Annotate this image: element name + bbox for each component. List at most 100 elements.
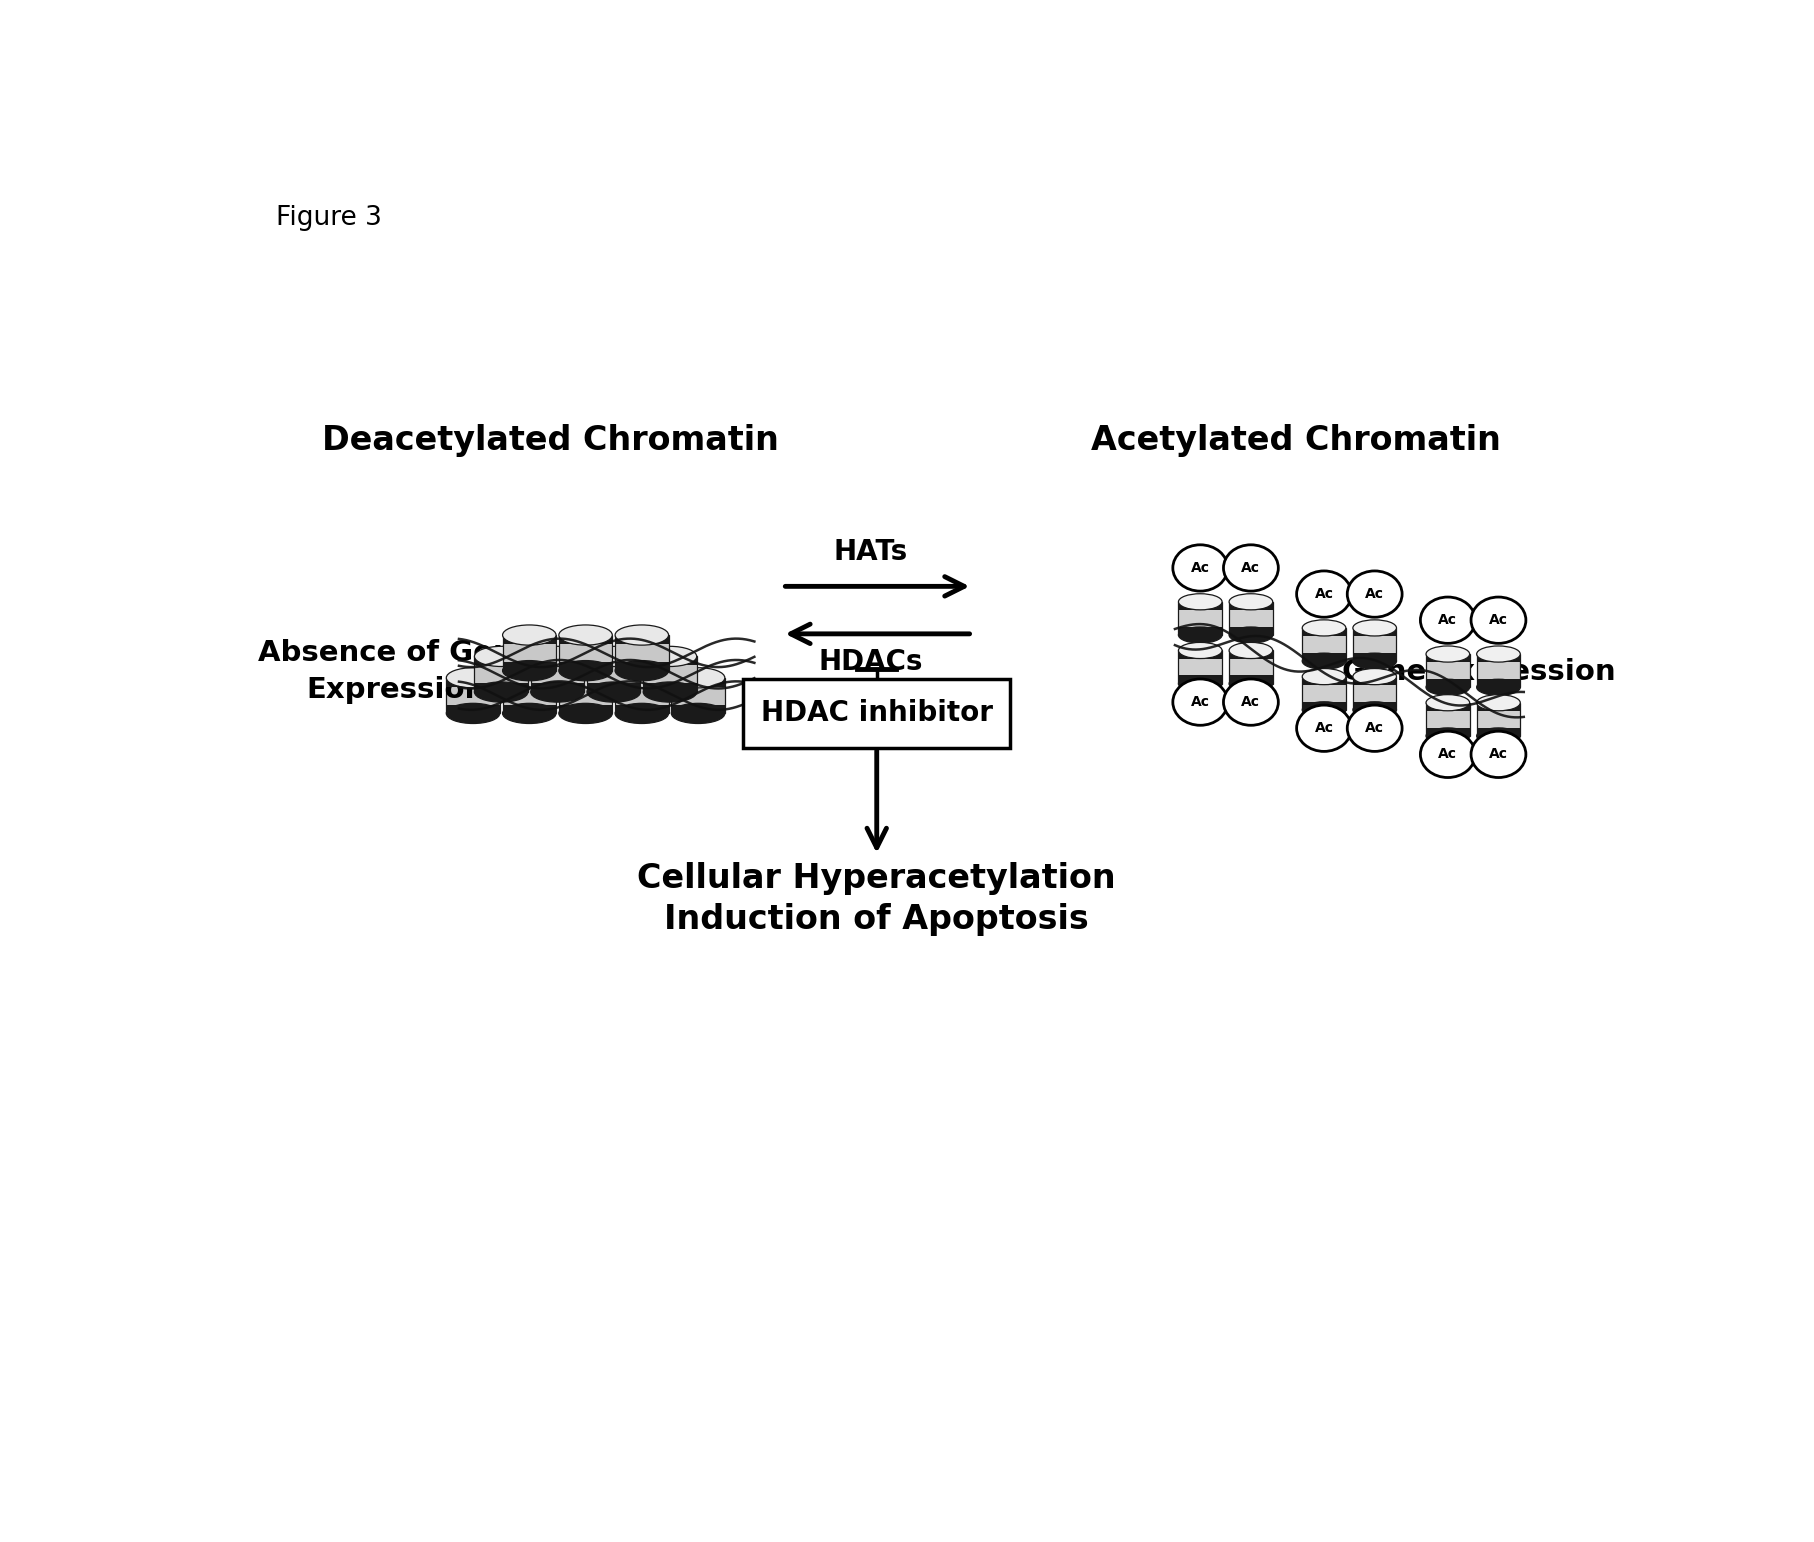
Polygon shape bbox=[1351, 702, 1395, 709]
Text: Ac: Ac bbox=[1487, 614, 1507, 628]
Polygon shape bbox=[530, 657, 584, 692]
Circle shape bbox=[1295, 705, 1351, 751]
Polygon shape bbox=[1177, 675, 1221, 683]
Circle shape bbox=[1346, 705, 1402, 751]
Ellipse shape bbox=[1426, 646, 1469, 662]
Polygon shape bbox=[615, 662, 668, 671]
Ellipse shape bbox=[1426, 728, 1469, 745]
Text: Absence of Gene
Expression: Absence of Gene Expression bbox=[258, 640, 533, 705]
Ellipse shape bbox=[502, 660, 555, 680]
Text: Ac: Ac bbox=[1437, 748, 1457, 762]
Polygon shape bbox=[1351, 652, 1395, 662]
Ellipse shape bbox=[1477, 728, 1520, 745]
Text: Ac: Ac bbox=[1241, 561, 1259, 575]
Text: Ac: Ac bbox=[1364, 722, 1384, 736]
Polygon shape bbox=[586, 657, 640, 692]
Polygon shape bbox=[615, 705, 668, 714]
Polygon shape bbox=[1426, 654, 1469, 688]
Polygon shape bbox=[446, 678, 499, 686]
Polygon shape bbox=[1426, 703, 1469, 711]
Polygon shape bbox=[1426, 728, 1469, 736]
Polygon shape bbox=[1426, 678, 1469, 688]
Polygon shape bbox=[615, 678, 668, 686]
Ellipse shape bbox=[446, 668, 499, 688]
Polygon shape bbox=[615, 635, 668, 645]
Text: Ac: Ac bbox=[1487, 748, 1507, 762]
Polygon shape bbox=[1477, 703, 1520, 736]
Polygon shape bbox=[1301, 702, 1346, 709]
Ellipse shape bbox=[1228, 628, 1272, 643]
Circle shape bbox=[1223, 678, 1277, 725]
Polygon shape bbox=[473, 657, 528, 665]
Circle shape bbox=[1420, 597, 1475, 643]
Polygon shape bbox=[1477, 654, 1520, 663]
Text: HATs: HATs bbox=[833, 538, 907, 566]
Ellipse shape bbox=[671, 668, 724, 688]
Polygon shape bbox=[559, 662, 611, 671]
FancyBboxPatch shape bbox=[742, 678, 1010, 748]
Polygon shape bbox=[502, 678, 555, 714]
Circle shape bbox=[1420, 731, 1475, 777]
Ellipse shape bbox=[1301, 654, 1346, 669]
Polygon shape bbox=[1301, 677, 1346, 685]
Circle shape bbox=[1172, 544, 1226, 591]
Text: Ac: Ac bbox=[1437, 614, 1457, 628]
Ellipse shape bbox=[1426, 694, 1469, 711]
Circle shape bbox=[1469, 597, 1526, 643]
Ellipse shape bbox=[559, 660, 611, 680]
Polygon shape bbox=[642, 683, 697, 692]
Ellipse shape bbox=[1177, 628, 1221, 643]
Polygon shape bbox=[1351, 677, 1395, 709]
Polygon shape bbox=[1477, 678, 1520, 688]
Polygon shape bbox=[586, 683, 640, 692]
Polygon shape bbox=[1228, 601, 1272, 611]
Text: Ac: Ac bbox=[1241, 695, 1259, 709]
Ellipse shape bbox=[1228, 675, 1272, 692]
Ellipse shape bbox=[642, 646, 697, 666]
Ellipse shape bbox=[671, 703, 724, 723]
Polygon shape bbox=[1177, 601, 1221, 611]
Ellipse shape bbox=[559, 668, 611, 688]
Ellipse shape bbox=[1477, 678, 1520, 695]
Polygon shape bbox=[1228, 651, 1272, 683]
Circle shape bbox=[1223, 544, 1277, 591]
Polygon shape bbox=[671, 678, 724, 714]
Polygon shape bbox=[1228, 651, 1272, 658]
Ellipse shape bbox=[1477, 646, 1520, 662]
Ellipse shape bbox=[642, 682, 697, 702]
Polygon shape bbox=[642, 657, 697, 665]
Ellipse shape bbox=[615, 703, 668, 723]
Polygon shape bbox=[1351, 628, 1395, 662]
Ellipse shape bbox=[615, 625, 668, 645]
Polygon shape bbox=[559, 678, 611, 714]
Ellipse shape bbox=[586, 646, 640, 666]
Polygon shape bbox=[1177, 601, 1221, 635]
Ellipse shape bbox=[446, 703, 499, 723]
Polygon shape bbox=[615, 635, 668, 671]
Circle shape bbox=[1295, 571, 1351, 617]
Polygon shape bbox=[446, 705, 499, 714]
Polygon shape bbox=[530, 657, 584, 665]
Text: Induction of Apoptosis: Induction of Apoptosis bbox=[664, 904, 1088, 936]
Ellipse shape bbox=[1301, 702, 1346, 719]
Text: Cellular Hyperacetylation: Cellular Hyperacetylation bbox=[637, 862, 1116, 894]
Text: Gene Expression: Gene Expression bbox=[1341, 658, 1614, 686]
Ellipse shape bbox=[559, 703, 611, 723]
Polygon shape bbox=[559, 635, 611, 645]
Polygon shape bbox=[1228, 601, 1272, 635]
Polygon shape bbox=[1228, 675, 1272, 683]
Ellipse shape bbox=[559, 625, 611, 645]
Text: Acetylated Chromatin: Acetylated Chromatin bbox=[1090, 424, 1500, 456]
Ellipse shape bbox=[1351, 654, 1395, 669]
Circle shape bbox=[1469, 731, 1526, 777]
Polygon shape bbox=[1228, 626, 1272, 635]
Text: Deacetylated Chromatin: Deacetylated Chromatin bbox=[321, 424, 778, 456]
Text: HDACs: HDACs bbox=[818, 648, 922, 675]
Text: Ac: Ac bbox=[1190, 561, 1210, 575]
Ellipse shape bbox=[1301, 669, 1346, 685]
Polygon shape bbox=[559, 678, 611, 686]
Ellipse shape bbox=[1177, 675, 1221, 692]
Polygon shape bbox=[502, 678, 555, 686]
Ellipse shape bbox=[1177, 643, 1221, 658]
Polygon shape bbox=[1177, 651, 1221, 658]
